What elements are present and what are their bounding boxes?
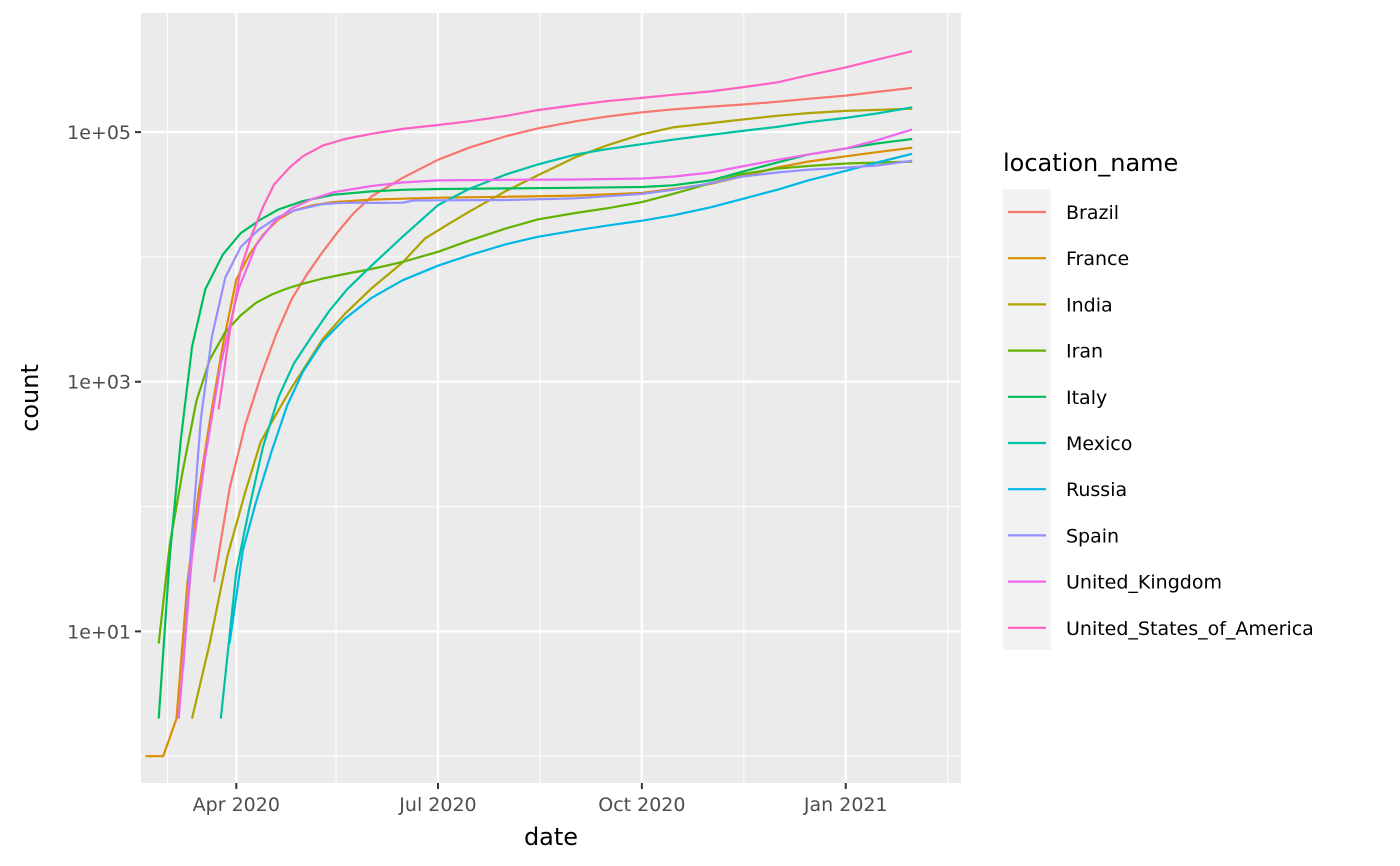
grid-major [141,13,961,783]
legend-label-italy: Italy [1066,387,1107,409]
legend-label-brazil: Brazil [1066,202,1119,224]
y-axis: 1e+01 1e+03 1e+05 [67,122,141,643]
series-line-brazil [213,86,913,582]
series-line-united-states-of-america [217,50,913,410]
legend-items: Brazil France India Iran Italy Mexico Russia Sp… [1008,202,1314,640]
legend-title: location_name [1003,149,1178,177]
legend-label-france: France [1066,248,1129,270]
x-tick-label: Apr 2020 [193,794,280,816]
legend-label-spain: Spain [1066,525,1119,547]
y-tick-label: 1e+03 [67,372,131,394]
series-line-russia [228,152,913,644]
x-tick-label: Oct 2020 [598,794,685,816]
x-axis: Apr 2020 Jul 2020 Oct 2020 Jan 2021 [193,783,888,816]
x-tick-label: Jul 2020 [398,794,476,816]
legend-label-mexico: Mexico [1066,433,1132,455]
series-line-mexico [219,106,913,719]
legend-key-background [1003,189,1051,650]
x-axis-title: date [524,823,578,851]
series-line-italy [157,137,913,719]
plot-panel [141,13,961,783]
series-line-spain [182,159,913,670]
legend-label-russia: Russia [1066,479,1127,501]
y-tick-label: 1e+05 [67,122,131,144]
legend-label-united-states-of-america: United_States_of_America [1066,618,1314,640]
legend-label-iran: Iran [1066,341,1103,363]
x-tick-label: Jan 2021 [803,794,888,816]
series-line-india [190,107,913,719]
legend-label-india: India [1066,294,1113,316]
y-tick-label: 1e+01 [67,621,131,643]
y-axis-title: count [16,364,44,432]
legend-label-united-kingdom: United_Kingdom [1066,572,1222,594]
legend: location_name Brazil France India Iran Italy… [1003,149,1314,650]
series-lines [145,50,913,758]
